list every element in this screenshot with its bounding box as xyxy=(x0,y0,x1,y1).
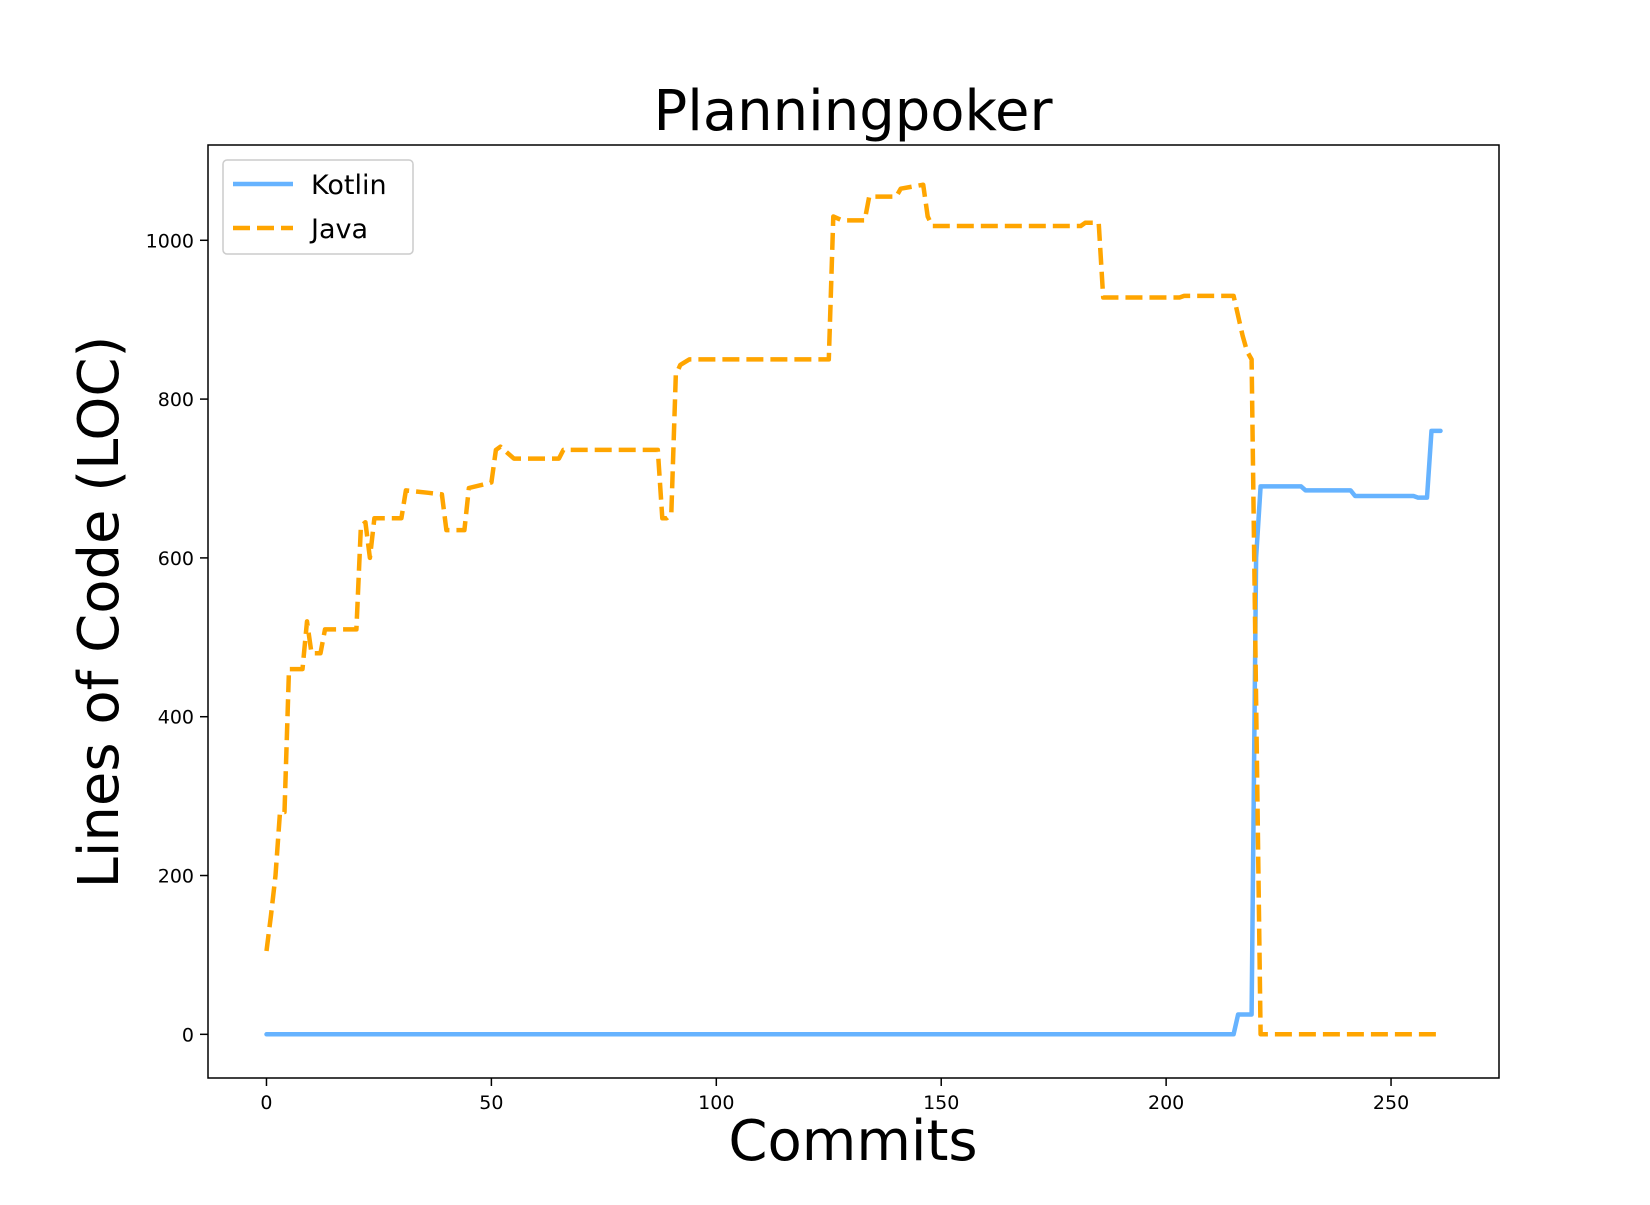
x-tick-label: 250 xyxy=(1373,1092,1409,1114)
series-line-java xyxy=(264,182,1441,1037)
x-tick-label: 200 xyxy=(1148,1092,1184,1114)
y-tick-label: 600 xyxy=(158,548,194,570)
x-tick-label: 100 xyxy=(698,1092,734,1114)
y-tick-label: 400 xyxy=(158,707,194,729)
plot-area xyxy=(207,144,1500,1079)
plot-background xyxy=(208,145,1499,1078)
x-tick-label: 0 xyxy=(260,1092,272,1114)
y-axis-title: Lines of Code (LOC) xyxy=(67,336,132,889)
legend-label-kotlin: Kotlin xyxy=(311,170,387,201)
legend-label-java: Java xyxy=(309,214,368,245)
axis-ticks: 0 50 100 150 200 250 0 200 400 600 800 1000 xyxy=(146,230,1410,1114)
y-tick-label: 0 xyxy=(182,1024,194,1046)
series-line-kotlin xyxy=(264,428,1443,1037)
chart-title: Planningpoker xyxy=(654,79,1054,144)
y-tick-label: 1000 xyxy=(146,230,194,252)
legend: Kotlin Java xyxy=(222,159,414,255)
x-tick-label: 50 xyxy=(479,1092,503,1114)
x-tick-label: 150 xyxy=(923,1092,959,1114)
y-tick-label: 200 xyxy=(158,866,194,888)
x-axis-title: Commits xyxy=(728,1109,977,1174)
y-tick-label: 800 xyxy=(158,389,194,411)
axes-frame xyxy=(207,144,1500,1079)
